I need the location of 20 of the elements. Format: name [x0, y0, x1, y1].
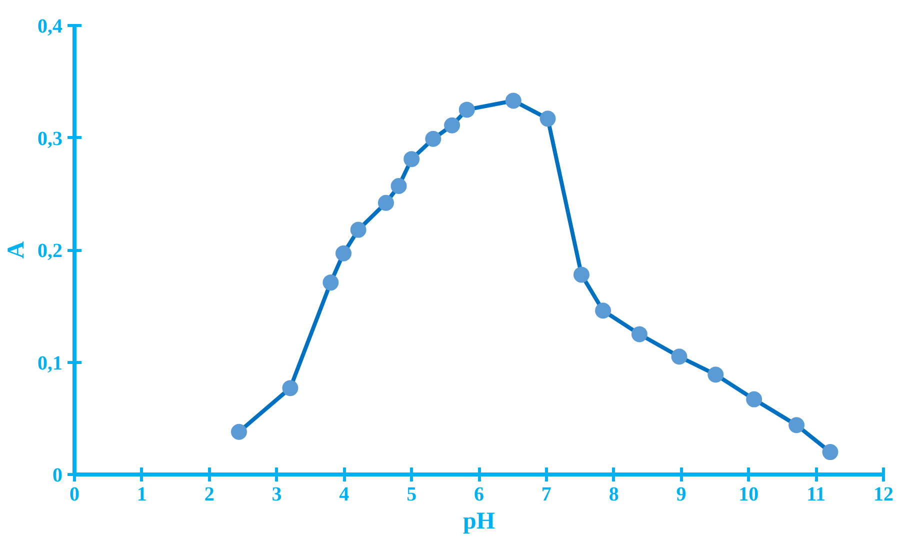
x-tick-label: 3 — [272, 484, 282, 506]
x-tick-label: 0 — [70, 484, 80, 506]
y-tick-label: 0,4 — [38, 16, 62, 38]
x-tick-label: 7 — [541, 484, 552, 506]
x-tick-label: 5 — [406, 484, 417, 506]
y-tick-label: 0,3 — [38, 128, 62, 150]
x-tick-label: 10 — [738, 484, 759, 506]
x-tick-label: 11 — [806, 484, 826, 506]
x-tick-label: 1 — [136, 484, 147, 506]
x-tick-label: 12 — [874, 484, 894, 506]
y-tick-label: 0 — [52, 464, 62, 486]
x-tick-label: 9 — [676, 484, 686, 506]
y-axis-title: A — [4, 240, 30, 259]
x-tick-label: 6 — [474, 484, 484, 506]
x-axis-title: pH — [462, 508, 496, 534]
x-tick-label: 8 — [608, 484, 619, 506]
x-tick-label: 4 — [339, 484, 350, 506]
y-tick-label: 0,1 — [38, 352, 62, 374]
y-tick-label: 0,2 — [38, 240, 62, 262]
x-tick-label: 2 — [204, 484, 214, 506]
